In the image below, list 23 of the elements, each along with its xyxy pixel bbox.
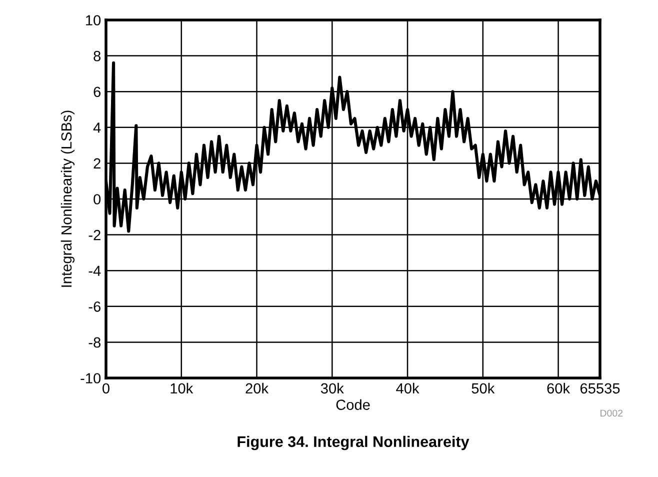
y-tick-label: 2 bbox=[94, 158, 100, 168]
y-tick-label: -2 bbox=[88, 230, 100, 240]
y-tick-label: -6 bbox=[88, 302, 100, 312]
x-tick-label: 60k bbox=[547, 382, 570, 394]
y-tick-label: -4 bbox=[88, 266, 101, 276]
x-tick-label: 40k bbox=[396, 382, 420, 394]
y-tick-label: 6 bbox=[94, 86, 100, 98]
y-axis-title: Integral Nonlinearity (LSBs) bbox=[60, 110, 75, 287]
x-tick-label: 10k bbox=[170, 382, 194, 394]
x-tick-label: 65535 bbox=[580, 383, 620, 394]
y-tick-label: 10 bbox=[86, 15, 101, 26]
x-tick-label: 30k bbox=[320, 382, 344, 394]
y-tick-label: -10 bbox=[80, 373, 101, 384]
y-tick-label: 0 bbox=[94, 194, 101, 204]
y-tick-label: -8 bbox=[88, 337, 101, 348]
x-tick-label: 50k bbox=[472, 382, 495, 394]
x-tick-label: 20k bbox=[246, 382, 269, 394]
text: Figure 34. Integral Nonlineareity bbox=[238, 436, 470, 450]
y-tick-label: 8 bbox=[94, 50, 101, 62]
text: D002 bbox=[600, 410, 623, 417]
x-tick-label: 0 bbox=[102, 383, 110, 394]
y-tick-label: 4 bbox=[93, 122, 101, 133]
x-axis-title: Code bbox=[336, 399, 370, 410]
